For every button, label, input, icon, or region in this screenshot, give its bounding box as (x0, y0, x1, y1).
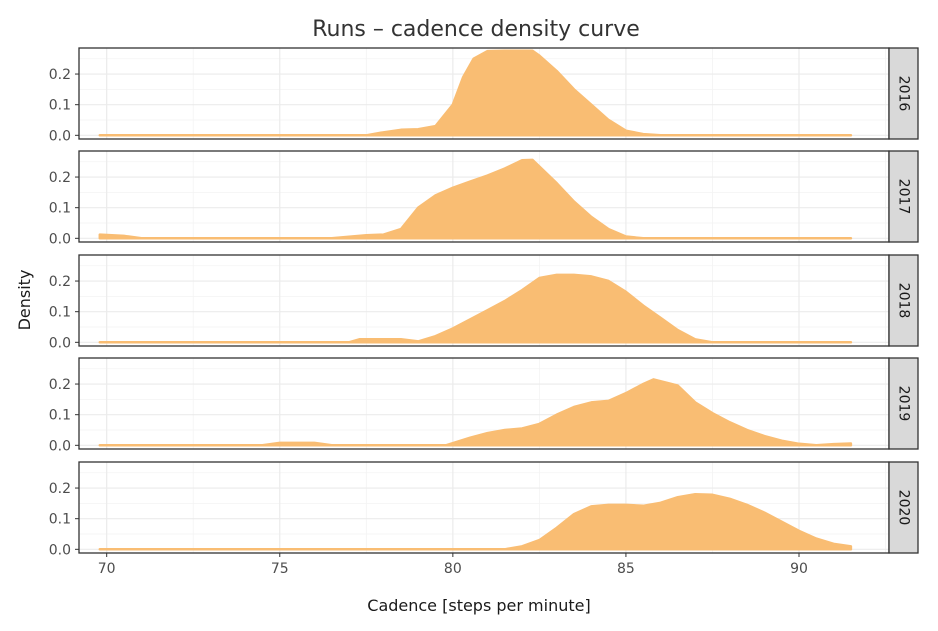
x-axis: 70 75 80 85 90 (98, 553, 808, 577)
y-tick-label: 0.1 (49, 305, 71, 321)
x-axis-title: Cadence [steps per minute] (367, 596, 590, 615)
facet-strip-label: 2019 (896, 386, 912, 422)
y-tick-label: 0.0 (49, 335, 71, 351)
x-tick-label: 90 (790, 561, 808, 577)
y-tick-label: 0.0 (49, 128, 71, 144)
facet-panels: 0.00.10.220160.00.10.220170.00.10.220180… (49, 47, 919, 558)
y-tick-label: 0.2 (49, 170, 71, 186)
y-tick-label: 0.2 (49, 481, 71, 497)
y-tick-label: 0.0 (49, 438, 71, 454)
facet-strip-label: 2016 (896, 76, 912, 112)
x-tick-label: 70 (98, 561, 116, 577)
density-area-2019 (98, 378, 853, 447)
facet-strip-label: 2017 (896, 179, 912, 215)
x-tick-label: 85 (617, 561, 635, 577)
facet-strip (888, 47, 919, 140)
facet-strip (888, 254, 919, 347)
x-tick-label: 80 (444, 561, 462, 577)
x-tick-label: 75 (271, 561, 289, 577)
facet-strip (888, 150, 919, 243)
facet-strip (888, 461, 919, 554)
y-tick-label: 0.2 (49, 274, 71, 290)
facet-strip-label: 2018 (896, 283, 912, 319)
y-tick-label: 0.1 (49, 408, 71, 424)
y-tick-label: 0.1 (49, 98, 71, 114)
facet-panel-2019: 0.0 0.1 0.2 2019 (49, 357, 919, 454)
y-axis-title: Density (15, 270, 34, 331)
y-tick-label: 0.1 (49, 201, 71, 217)
density-area-2016 (98, 49, 853, 137)
facet-strip (888, 357, 919, 450)
y-tick-label: 0.0 (49, 231, 71, 247)
density-area-2020 (98, 492, 853, 551)
facet-panel-2018: 0.0 0.1 0.2 2018 (49, 254, 919, 351)
facet-strip-label: 2020 (896, 490, 912, 526)
y-tick-label: 0.2 (49, 67, 71, 83)
facet-panel-2016: 0.0 0.1 0.2 2016 (49, 47, 919, 144)
y-tick-label: 0.1 (49, 512, 71, 528)
chart-title: Runs – cadence density curve (312, 17, 640, 42)
density-area-2018 (98, 273, 853, 344)
y-tick-label: 0.0 (49, 542, 71, 558)
facet-panel-2020: 0.0 0.1 0.2 2020 (49, 461, 919, 558)
density-area-2017 (98, 158, 853, 240)
facet-panel-2017: 0.0 0.1 0.2 2017 (49, 150, 919, 247)
y-tick-label: 0.2 (49, 377, 71, 393)
